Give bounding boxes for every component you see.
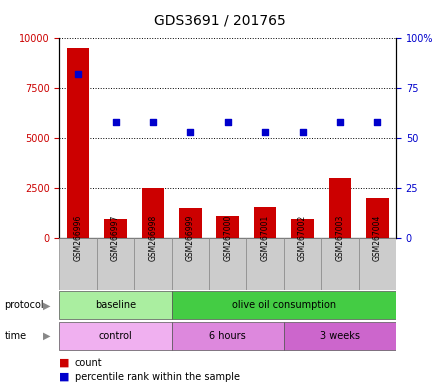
Text: 6 hours: 6 hours — [209, 331, 246, 341]
Point — [374, 119, 381, 125]
Bar — [254, 207, 276, 238]
Text: ▶: ▶ — [43, 331, 51, 341]
Bar — [59, 238, 97, 290]
Point — [261, 129, 268, 135]
Point — [224, 119, 231, 125]
Text: time: time — [4, 331, 26, 341]
Text: percentile rank within the sample: percentile rank within the sample — [75, 372, 240, 382]
Point — [149, 119, 157, 125]
Bar — [284, 238, 321, 290]
Point — [187, 129, 194, 135]
Bar — [291, 219, 314, 238]
Text: protocol: protocol — [4, 300, 44, 310]
Bar — [59, 291, 172, 319]
Text: baseline: baseline — [95, 300, 136, 310]
Text: olive oil consumption: olive oil consumption — [232, 300, 336, 310]
Text: GSM266999: GSM266999 — [186, 215, 195, 262]
Bar — [284, 322, 396, 350]
Bar — [216, 216, 239, 238]
Bar — [321, 238, 359, 290]
Bar — [359, 238, 396, 290]
Bar — [329, 178, 351, 238]
Text: GSM267000: GSM267000 — [223, 215, 232, 262]
Text: ■: ■ — [59, 372, 70, 382]
Text: GDS3691 / 201765: GDS3691 / 201765 — [154, 13, 286, 27]
Text: GSM266997: GSM266997 — [111, 215, 120, 262]
Text: GSM267002: GSM267002 — [298, 215, 307, 262]
Text: GSM266998: GSM266998 — [148, 215, 158, 262]
Text: GSM266996: GSM266996 — [73, 215, 83, 262]
Bar — [246, 238, 284, 290]
Text: ▶: ▶ — [43, 300, 51, 310]
Bar — [172, 322, 284, 350]
Text: control: control — [99, 331, 132, 341]
Point — [112, 119, 119, 125]
Bar — [97, 238, 134, 290]
Point — [337, 119, 344, 125]
Text: count: count — [75, 358, 103, 368]
Bar — [172, 238, 209, 290]
Text: GSM267001: GSM267001 — [260, 215, 270, 262]
Text: ■: ■ — [59, 358, 70, 368]
Bar — [172, 291, 396, 319]
Text: 3 weeks: 3 weeks — [320, 331, 360, 341]
Bar — [142, 188, 164, 238]
Bar — [67, 48, 89, 238]
Bar — [209, 238, 246, 290]
Bar — [104, 219, 127, 238]
Point — [75, 71, 82, 78]
Point — [299, 129, 306, 135]
Bar — [366, 198, 389, 238]
Bar — [59, 322, 172, 350]
Bar — [179, 208, 202, 238]
Text: GSM267003: GSM267003 — [335, 215, 345, 262]
Bar — [134, 238, 172, 290]
Text: GSM267004: GSM267004 — [373, 215, 382, 262]
